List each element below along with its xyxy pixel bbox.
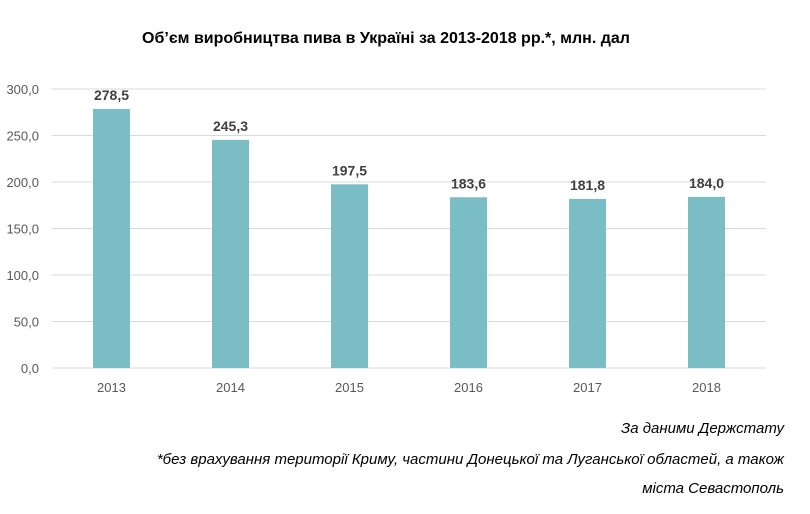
y-tick-label: 0,0: [21, 361, 39, 376]
x-tick-label: 2014: [216, 380, 245, 395]
y-tick-label: 50,0: [14, 315, 39, 330]
bar: [93, 108, 130, 369]
y-tick-label: 250,0: [6, 129, 39, 144]
bar-value-label: 245,3: [213, 118, 248, 134]
bars: [93, 108, 725, 369]
x-tick-label: 2017: [573, 380, 602, 395]
y-tick-label: 300,0: [6, 82, 39, 97]
y-tick-label: 150,0: [6, 222, 39, 237]
gridlines: [52, 88, 766, 369]
footnote-line-1: *без врахування території Криму, частини…: [156, 451, 784, 468]
y-axis-tick-labels: 0,0 50,0 100,0 150,0 200,0 250,0 300,0: [6, 82, 39, 376]
x-tick-label: 2018: [692, 380, 721, 395]
bar-value-label: 183,6: [451, 175, 486, 191]
bar-value-label: 181,8: [570, 177, 605, 193]
bar: [569, 198, 606, 368]
x-tick-label: 2013: [97, 380, 126, 395]
bar-value-label: 184,0: [689, 175, 724, 191]
x-tick-label: 2015: [335, 380, 364, 395]
bar-value-label: 278,5: [94, 87, 129, 103]
bar-value-labels: 278,5 245,3 197,5 183,6 181,8 184,0: [94, 87, 724, 193]
bar: [331, 184, 368, 368]
bar: [688, 196, 725, 368]
y-tick-label: 200,0: [6, 175, 39, 190]
chart-title: Об’єм виробництва пива в Україні за 2013…: [142, 30, 630, 47]
x-axis-tick-labels: 2013 2014 2015 2016 2017 2018: [97, 380, 721, 395]
bar-chart: 0,0 50,0 100,0 150,0 200,0 250,0 300,0 278,5 24…: [6, 82, 766, 395]
source-note: За даними Держстату: [621, 420, 784, 437]
bar-value-label: 197,5: [332, 162, 367, 178]
x-tick-label: 2016: [454, 380, 483, 395]
footnote-line-2: міста Севастополь: [642, 480, 784, 497]
bar: [212, 139, 249, 368]
y-tick-label: 100,0: [6, 268, 39, 283]
bar: [450, 197, 487, 368]
